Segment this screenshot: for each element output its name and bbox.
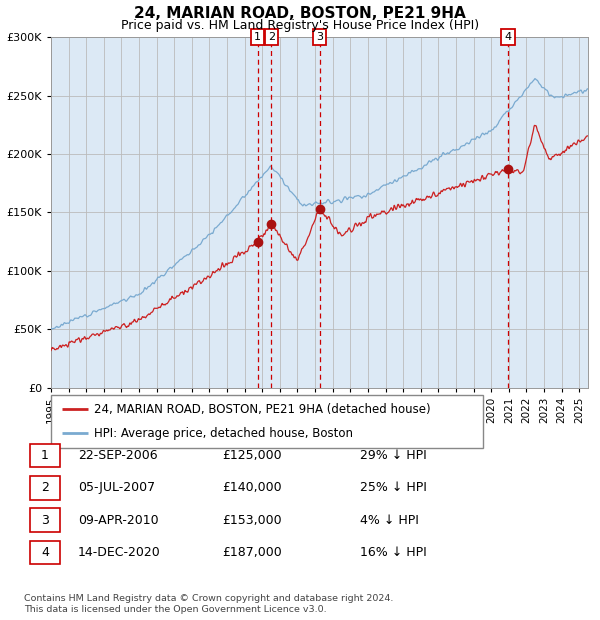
Text: 25% ↓ HPI: 25% ↓ HPI — [360, 482, 427, 494]
Text: £187,000: £187,000 — [222, 546, 282, 559]
Text: 4% ↓ HPI: 4% ↓ HPI — [360, 514, 419, 526]
Text: £125,000: £125,000 — [222, 450, 281, 462]
Text: £140,000: £140,000 — [222, 482, 281, 494]
Text: 24, MARIAN ROAD, BOSTON, PE21 9HA (detached house): 24, MARIAN ROAD, BOSTON, PE21 9HA (detac… — [94, 402, 431, 415]
Text: 2: 2 — [41, 482, 49, 494]
Text: £153,000: £153,000 — [222, 514, 281, 526]
Text: 1: 1 — [41, 450, 49, 462]
FancyBboxPatch shape — [51, 395, 483, 448]
Text: 24, MARIAN ROAD, BOSTON, PE21 9HA: 24, MARIAN ROAD, BOSTON, PE21 9HA — [134, 6, 466, 21]
Text: 3: 3 — [41, 514, 49, 526]
Text: 14-DEC-2020: 14-DEC-2020 — [78, 546, 161, 559]
Text: Price paid vs. HM Land Registry's House Price Index (HPI): Price paid vs. HM Land Registry's House … — [121, 19, 479, 32]
Text: 4: 4 — [41, 546, 49, 559]
Text: 4: 4 — [505, 32, 511, 42]
Text: 1: 1 — [254, 32, 261, 42]
Text: HPI: Average price, detached house, Boston: HPI: Average price, detached house, Bost… — [94, 427, 353, 440]
Text: This data is licensed under the Open Government Licence v3.0.: This data is licensed under the Open Gov… — [24, 604, 326, 614]
Text: 05-JUL-2007: 05-JUL-2007 — [78, 482, 155, 494]
Text: 29% ↓ HPI: 29% ↓ HPI — [360, 450, 427, 462]
Text: 3: 3 — [316, 32, 323, 42]
Text: 22-SEP-2006: 22-SEP-2006 — [78, 450, 158, 462]
Text: 2: 2 — [268, 32, 275, 42]
Text: Contains HM Land Registry data © Crown copyright and database right 2024.: Contains HM Land Registry data © Crown c… — [24, 593, 394, 603]
Text: 09-APR-2010: 09-APR-2010 — [78, 514, 158, 526]
Text: 16% ↓ HPI: 16% ↓ HPI — [360, 546, 427, 559]
